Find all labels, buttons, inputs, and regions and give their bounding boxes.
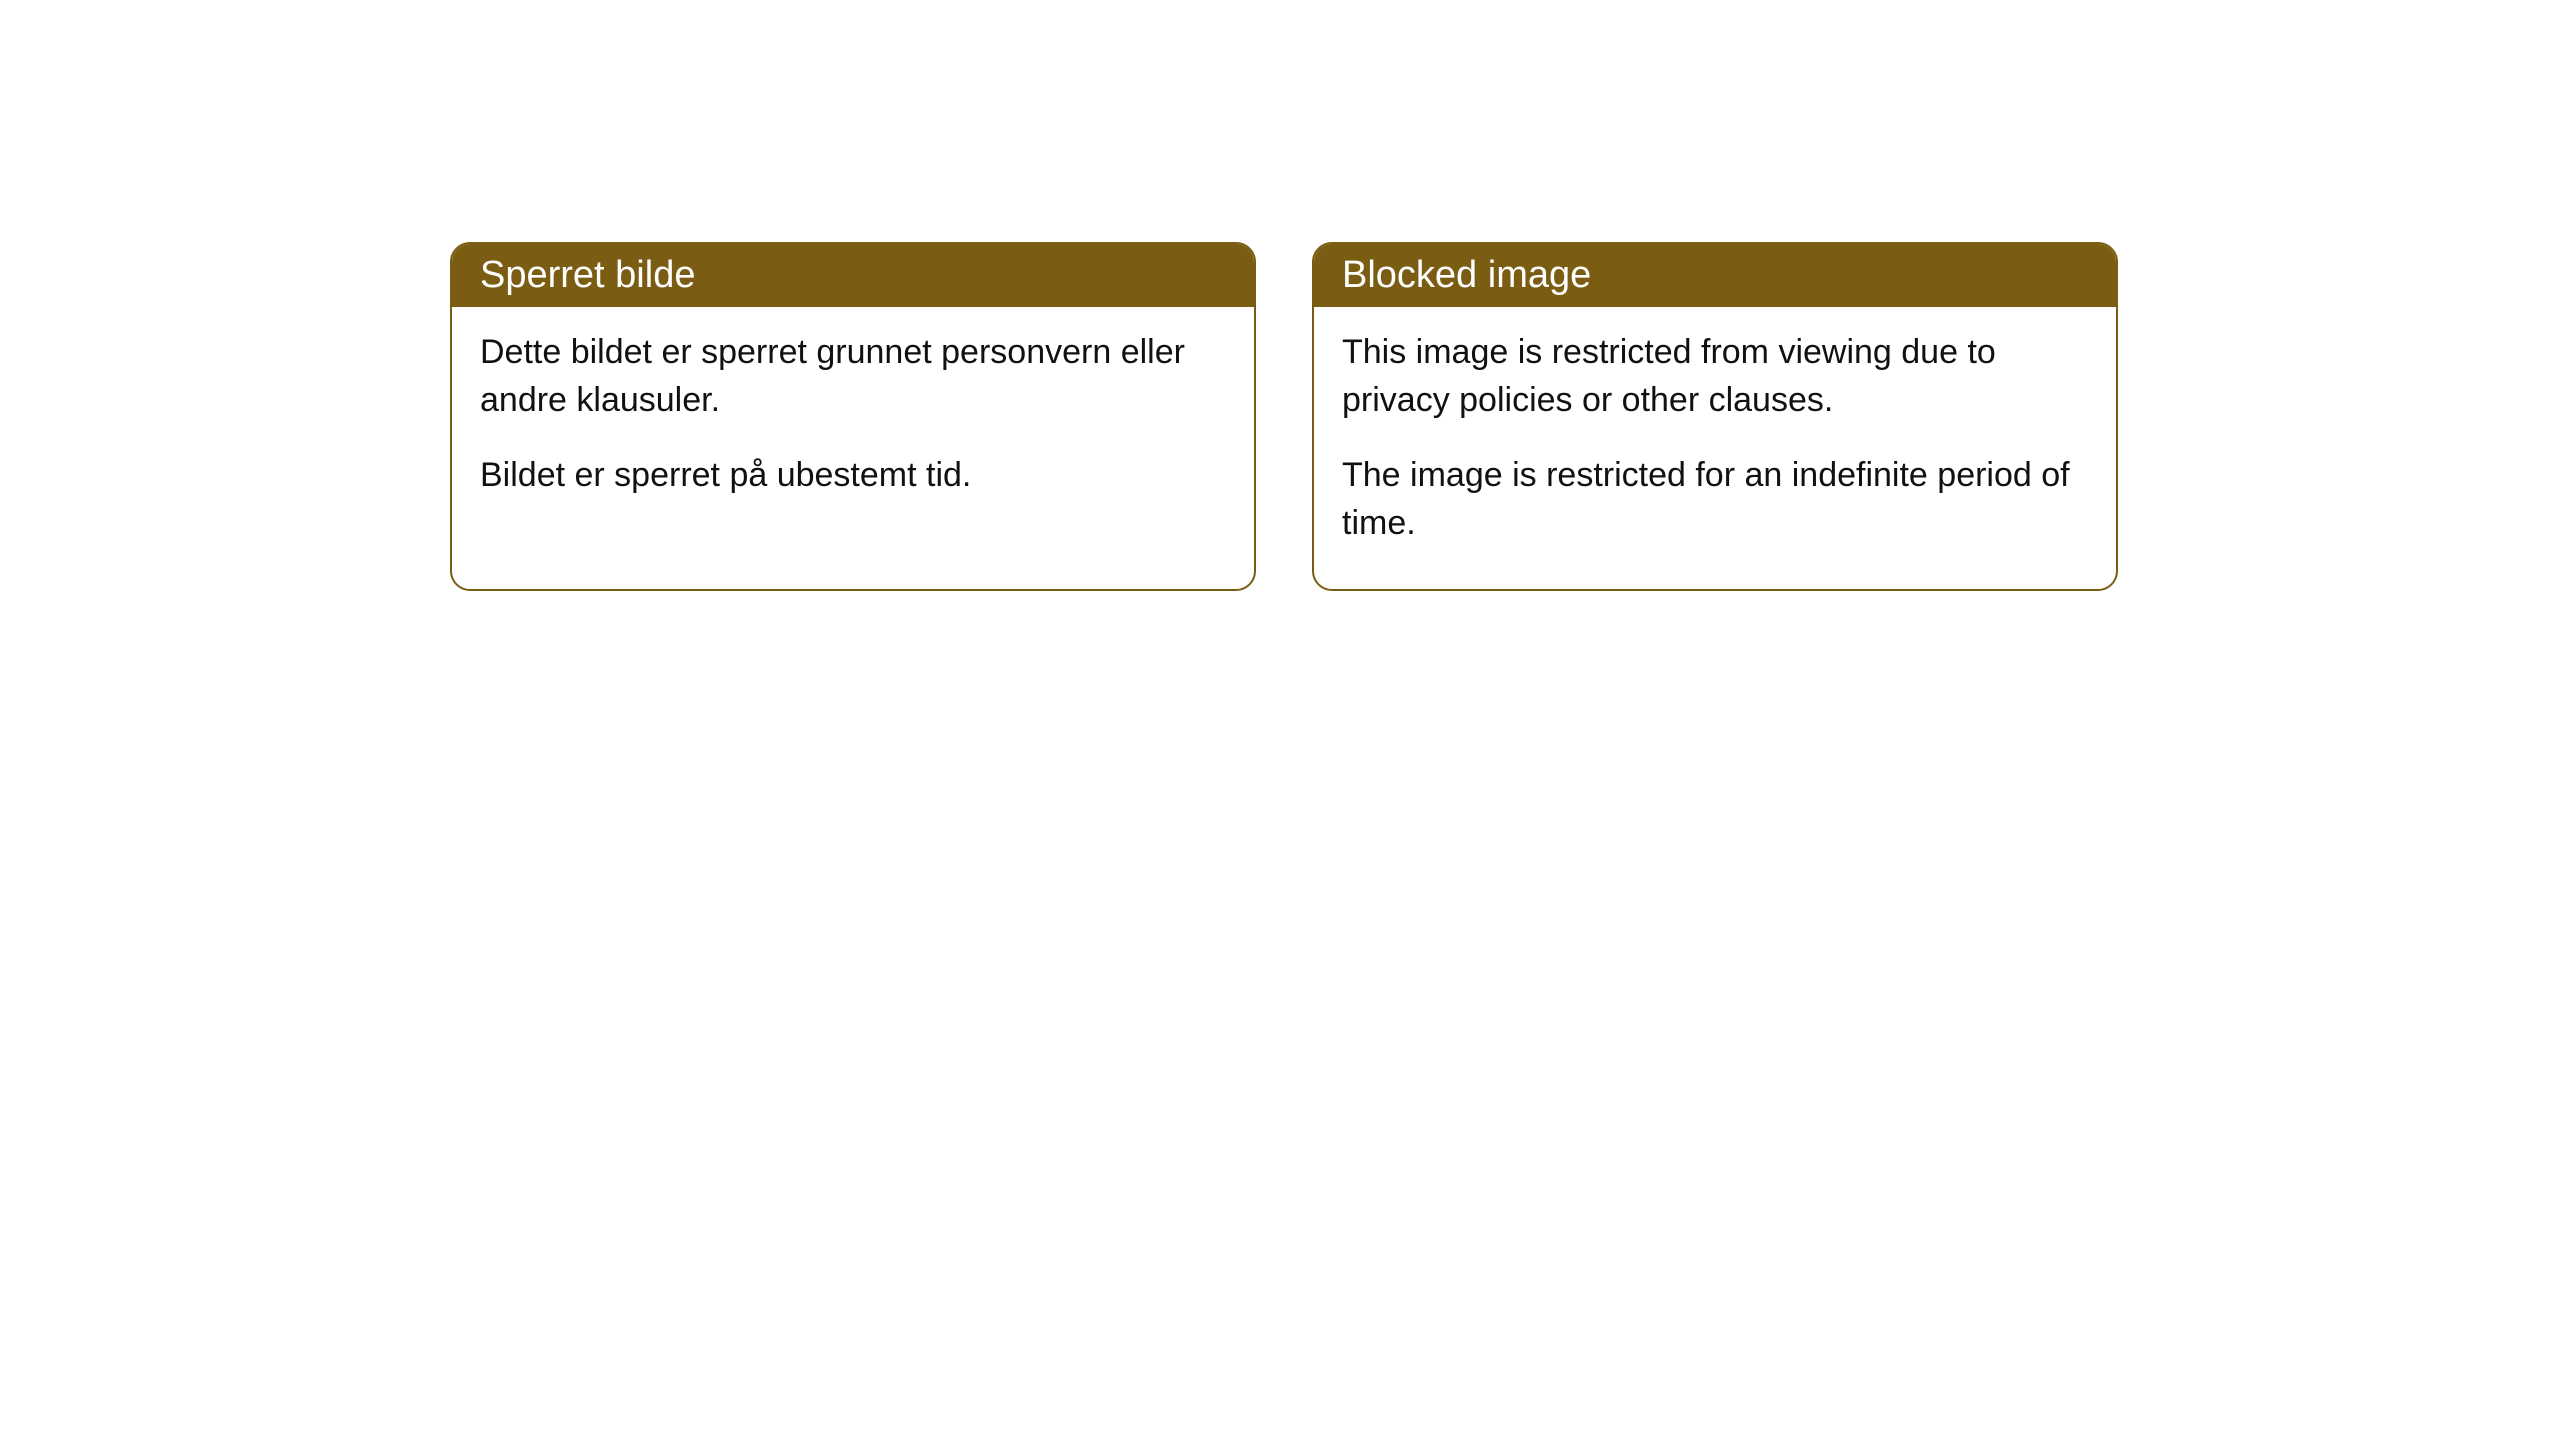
card-text-en-1: This image is restricted from viewing du… bbox=[1342, 329, 2088, 424]
card-text-no-2: Bildet er sperret på ubestemt tid. bbox=[480, 452, 1226, 500]
blocked-image-card-en: Blocked image This image is restricted f… bbox=[1312, 242, 2118, 591]
notice-cards-container: Sperret bilde Dette bildet er sperret gr… bbox=[450, 242, 2118, 591]
card-body-no: Dette bildet er sperret grunnet personve… bbox=[452, 307, 1254, 542]
card-header-en: Blocked image bbox=[1314, 244, 2116, 307]
card-header-no: Sperret bilde bbox=[452, 244, 1254, 307]
card-text-en-2: The image is restricted for an indefinit… bbox=[1342, 452, 2088, 547]
card-body-en: This image is restricted from viewing du… bbox=[1314, 307, 2116, 589]
blocked-image-card-no: Sperret bilde Dette bildet er sperret gr… bbox=[450, 242, 1256, 591]
card-text-no-1: Dette bildet er sperret grunnet personve… bbox=[480, 329, 1226, 424]
